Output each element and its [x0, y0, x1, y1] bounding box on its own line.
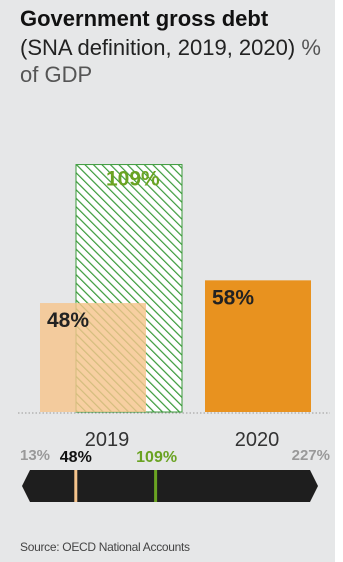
value-label-2020: 58%	[212, 286, 254, 309]
source-note: Source: OECD National Accounts	[20, 540, 190, 554]
bar-chart: 109% 48% 58% 2019 2020 13% 227% 48% 109%	[18, 164, 330, 502]
bar-2019	[40, 303, 146, 412]
highlight-value-label: 109%	[106, 168, 160, 191]
chart-title: Government gross debt	[20, 6, 269, 31]
range-max-label: 227%	[292, 447, 330, 464]
bar-2020	[205, 280, 311, 412]
unit-label: % of GDP	[20, 35, 321, 87]
range-marker-label-48: 48%	[60, 449, 92, 466]
value-label-2019: 48%	[47, 309, 89, 332]
chart-panel: Government gross debt (SNA definition, 2…	[0, 0, 335, 562]
subtitle-text: (SNA definition, 2019, 2020)	[20, 35, 296, 60]
x-tick-2020: 2020	[235, 429, 280, 451]
x-tick-2019: 2019	[85, 429, 130, 451]
range-min-label: 13%	[20, 447, 50, 464]
range-marker-label-109: 109%	[136, 449, 177, 466]
range-bar	[22, 470, 318, 502]
chart-subtitle: (SNA definition, 2019, 2020) % of GDP	[20, 34, 330, 88]
